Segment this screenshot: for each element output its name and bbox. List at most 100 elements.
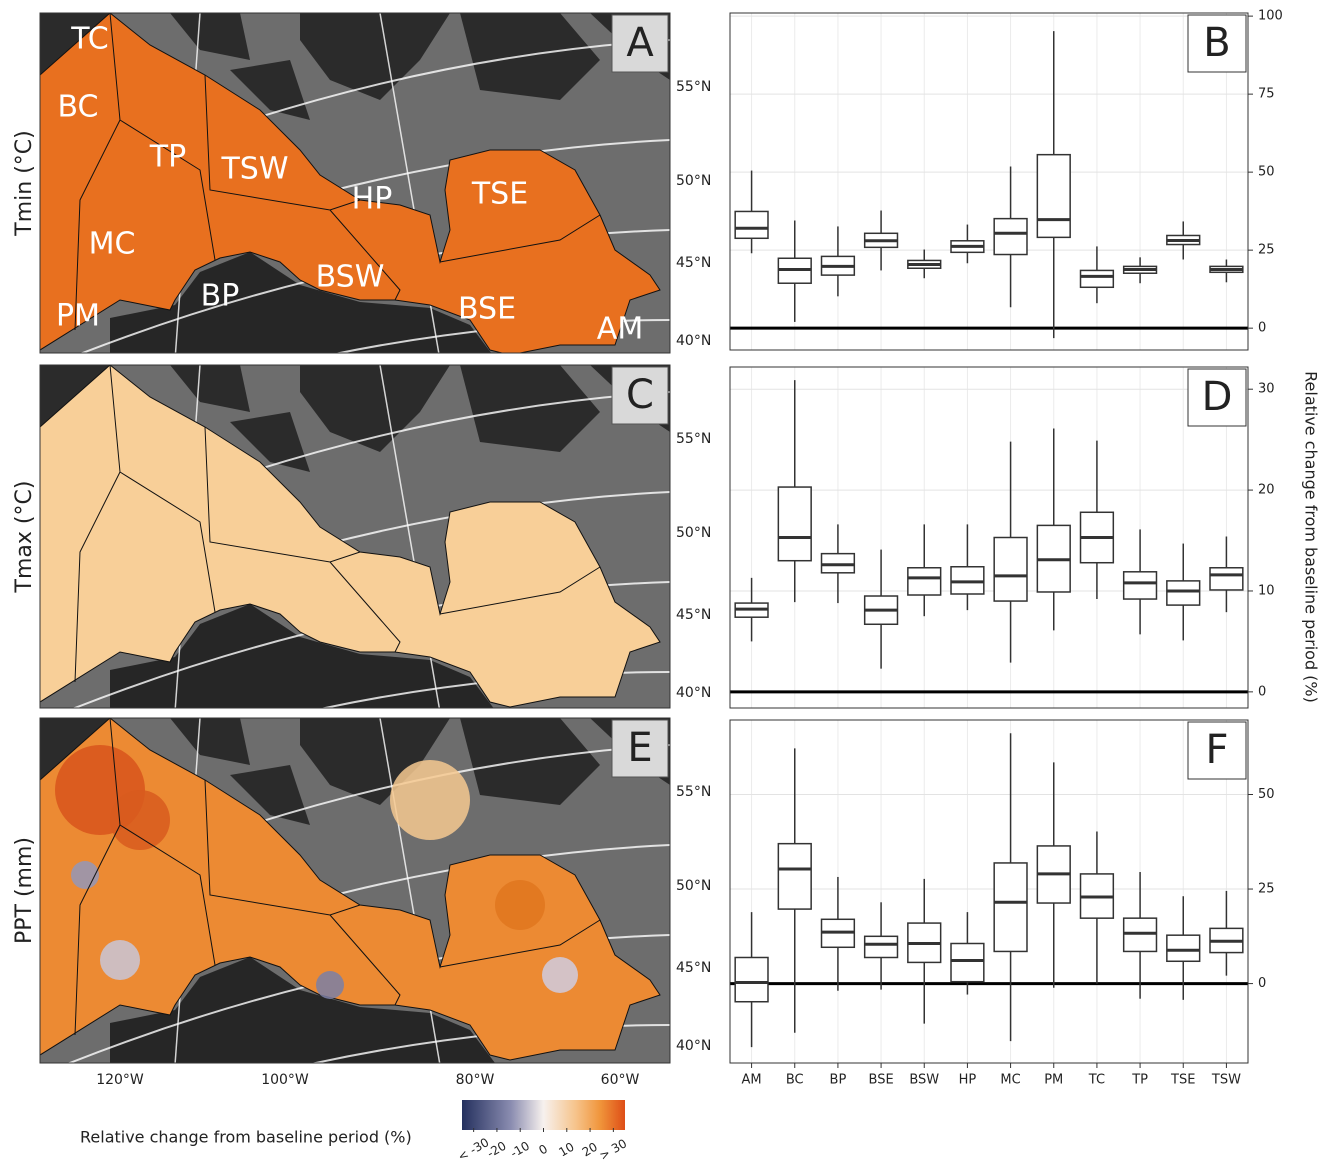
- box: [1036, 153, 1071, 239]
- us-land: [110, 604, 494, 708]
- land: [170, 13, 250, 60]
- box: [1166, 580, 1201, 606]
- lon-label: 80°W: [456, 1072, 495, 1088]
- region-label: AM: [597, 312, 643, 347]
- ecozone-boundary: [329, 209, 401, 301]
- y-tick-label: 20: [1258, 483, 1275, 498]
- map: [40, 13, 670, 353]
- x-tick-label: AM: [742, 1073, 762, 1088]
- region-label: TC: [70, 22, 109, 57]
- map-y-label: Tmax (°C): [12, 481, 37, 594]
- us-land: [110, 252, 492, 353]
- box: [950, 566, 985, 595]
- box: [993, 536, 1028, 602]
- x-tick-label: BSW: [909, 1073, 939, 1088]
- land: [230, 765, 310, 825]
- y-tick-label: 10: [1258, 583, 1275, 598]
- lat-label: 50°N: [676, 878, 711, 894]
- region-label: BSW: [316, 260, 385, 295]
- box: [950, 942, 985, 983]
- colorbar-tick-label: 10: [556, 1140, 576, 1160]
- region-label: TP: [149, 140, 186, 175]
- box: [1166, 934, 1201, 963]
- box: [907, 567, 942, 596]
- region-label: PM: [56, 299, 100, 334]
- box: [993, 217, 1028, 256]
- region-label: HP: [352, 182, 393, 217]
- study-area: [40, 718, 661, 1061]
- y-tick-label: 75: [1258, 87, 1275, 102]
- box: [1209, 567, 1244, 591]
- anomaly-blob: [542, 957, 578, 993]
- box: [777, 842, 812, 910]
- land: [170, 365, 250, 412]
- box: [1122, 917, 1158, 953]
- colorbar-label: Relative change from baseline period (%): [80, 1128, 412, 1147]
- study-area: [40, 13, 661, 353]
- x-tick-label: BP: [830, 1073, 847, 1088]
- colorbar-tick-label: > 30: [597, 1136, 629, 1163]
- x-tick-label: TSW: [1211, 1073, 1241, 1088]
- panel-label: D: [1202, 374, 1233, 420]
- ecozone-boundary: [439, 214, 601, 263]
- map-frame: [39, 12, 671, 354]
- panel-label: B: [1203, 20, 1230, 66]
- lat-label: 45°N: [676, 607, 711, 623]
- colorbar: [462, 1100, 625, 1130]
- lat-label: 40°N: [676, 1038, 711, 1054]
- ecozone-boundary: [74, 471, 121, 683]
- box: [1122, 571, 1158, 600]
- ecozone-boundary: [329, 914, 401, 1006]
- box: [734, 956, 769, 1003]
- lat-label: 55°N: [676, 431, 711, 447]
- y-tick-label: 0: [1258, 684, 1266, 699]
- anomaly-blob: [100, 940, 140, 980]
- panel-label-box: [1187, 721, 1247, 780]
- ecozone-boundary: [439, 919, 601, 968]
- land: [460, 365, 600, 452]
- colorbar-tick-label: 0: [536, 1142, 550, 1158]
- y-tick-label: 100: [1258, 9, 1283, 24]
- y-tick-label: 0: [1258, 321, 1266, 336]
- lat-label: 40°N: [676, 685, 711, 701]
- panel-label: A: [626, 20, 654, 66]
- box: [863, 935, 899, 959]
- ecozone-boundary: [109, 718, 216, 966]
- y-tick-label: 25: [1258, 882, 1275, 897]
- y-tick-label: 50: [1258, 787, 1275, 802]
- x-tick-label: BSE: [869, 1073, 894, 1088]
- x-tick-label: TC: [1088, 1073, 1105, 1088]
- x-tick-label: MC: [1000, 1073, 1020, 1088]
- map-y-label: Tmin (°C): [12, 130, 37, 236]
- lat-label: 50°N: [676, 173, 711, 189]
- map: [40, 718, 670, 1063]
- x-tick-label: HP: [959, 1073, 977, 1088]
- lat-label: 55°N: [676, 79, 711, 95]
- map: [40, 365, 670, 708]
- lat-label: 40°N: [676, 333, 711, 349]
- y-tick-label: 50: [1258, 165, 1275, 180]
- ecozone-boundary: [74, 824, 121, 1036]
- box: [1079, 269, 1115, 289]
- lat-label: 55°N: [676, 784, 711, 800]
- colorbar-tick-label: 20: [580, 1140, 600, 1160]
- ecozone-boundary: [204, 426, 361, 563]
- lon-label: 120°W: [96, 1072, 144, 1088]
- x-tick-label: TP: [1131, 1073, 1148, 1088]
- ecozone-boundary: [204, 779, 361, 916]
- region-label: MC: [89, 227, 136, 262]
- region-label: TSE: [471, 177, 528, 212]
- ecozone-boundary: [204, 74, 361, 211]
- anomaly-blob: [110, 790, 170, 850]
- anomaly-blob: [390, 760, 470, 840]
- ecozone-boundary: [109, 13, 216, 261]
- panel-label-box: [1187, 368, 1247, 427]
- panel-label-box: [1187, 14, 1247, 73]
- land: [230, 412, 310, 472]
- panel-label-box: [611, 14, 669, 73]
- land: [300, 718, 450, 805]
- land: [230, 60, 310, 120]
- panel-frame: [729, 366, 1249, 709]
- us-land: [110, 957, 495, 1063]
